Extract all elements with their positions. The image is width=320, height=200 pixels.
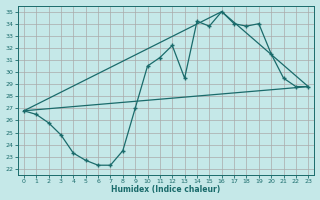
- X-axis label: Humidex (Indice chaleur): Humidex (Indice chaleur): [111, 185, 221, 194]
